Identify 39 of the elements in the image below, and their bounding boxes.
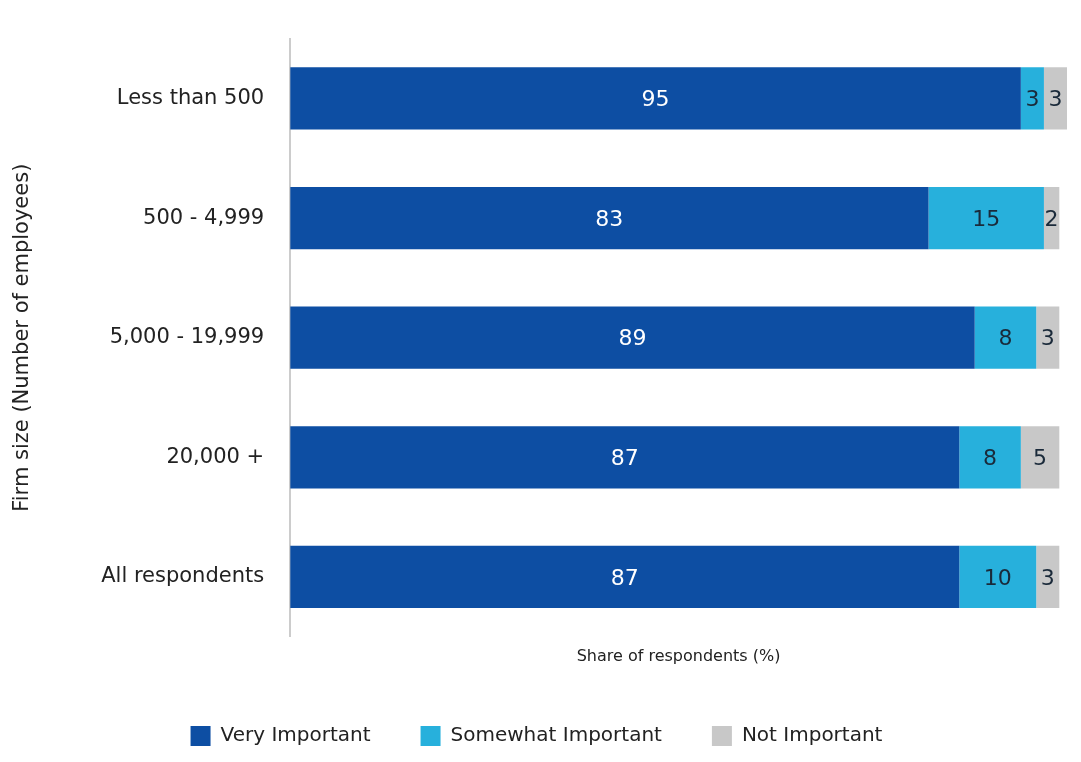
y-tick-label: 5,000 - 19,999 xyxy=(109,324,265,349)
data-label: 89 xyxy=(618,325,647,351)
y-axis-title: Firm size (Number of employees) xyxy=(9,163,34,512)
bar xyxy=(290,186,929,250)
data-label: 8 xyxy=(983,445,998,471)
legend-label: Somewhat Important xyxy=(450,722,663,747)
bar xyxy=(959,545,1037,609)
bar xyxy=(290,545,960,609)
legend-label: Not Important xyxy=(741,722,883,747)
data-label: 83 xyxy=(595,205,624,231)
bar xyxy=(290,426,960,489)
y-tick-label: 500 - 4,999 xyxy=(143,204,265,229)
data-label: 3 xyxy=(1040,564,1055,590)
legend-label: Very Important xyxy=(220,722,371,747)
data-label: 5 xyxy=(1033,445,1048,471)
data-label: 95 xyxy=(641,86,670,112)
data-label: 3 xyxy=(1040,325,1055,351)
bar xyxy=(1036,306,1060,369)
bar xyxy=(959,426,1021,489)
y-tick-label: All respondents xyxy=(101,563,265,588)
y-tick-label: 20,000 + xyxy=(166,443,265,468)
data-label: 87 xyxy=(610,564,639,590)
bar xyxy=(974,306,1037,369)
bar xyxy=(1020,426,1060,489)
data-label: 10 xyxy=(983,564,1012,590)
y-tick-label: Less than 500 xyxy=(116,84,265,109)
bar xyxy=(928,186,1044,250)
bar xyxy=(1043,67,1067,130)
data-label: 2 xyxy=(1044,205,1059,231)
data-label: 3 xyxy=(1025,86,1040,112)
bar xyxy=(290,306,975,369)
bar xyxy=(290,67,1021,130)
bar xyxy=(1020,67,1044,130)
data-label: 3 xyxy=(1048,86,1063,112)
bar xyxy=(1036,545,1060,609)
data-label: 87 xyxy=(610,445,639,471)
data-label: 15 xyxy=(972,205,1001,231)
x-axis-title: Share of respondents (%) xyxy=(576,645,781,665)
data-label: 8 xyxy=(998,325,1013,351)
